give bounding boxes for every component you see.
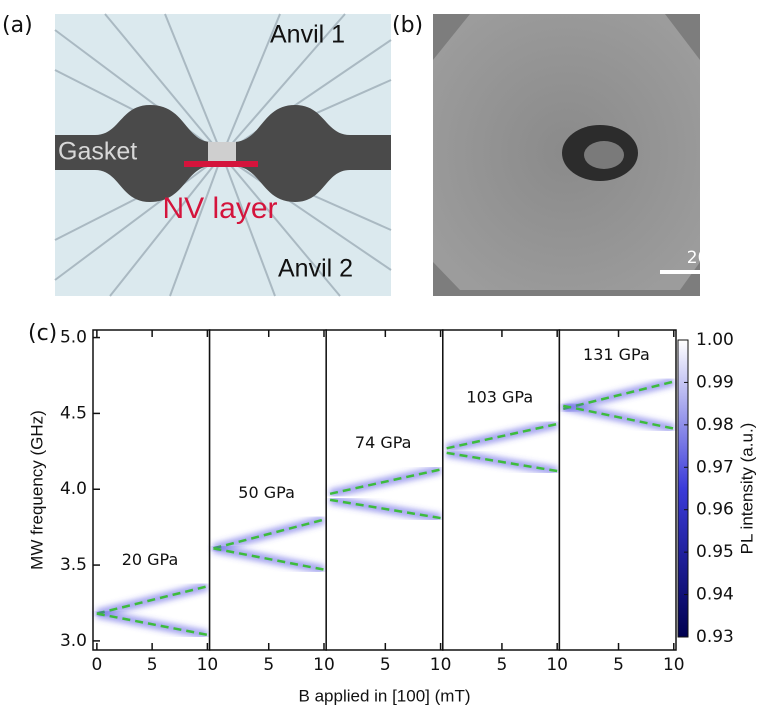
- label: NV layer: [162, 192, 277, 225]
- hole-bottom: [584, 141, 624, 169]
- plot-area: [559, 330, 676, 650]
- sample-chamber: [208, 142, 236, 162]
- diagram: [54, 13, 392, 297]
- x-tick-label: 5: [497, 655, 508, 675]
- fit-line: [96, 612, 208, 637]
- fit-line: [562, 380, 675, 411]
- label: Anvil 2: [278, 255, 353, 283]
- x-tick-label: 5: [613, 655, 624, 675]
- micrograph: [433, 14, 750, 296]
- colorbar-tick-label: 0.98: [696, 415, 734, 435]
- y-axis-label: MW frequency (GHz): [27, 410, 46, 570]
- colorbar-tick-label: 0.93: [696, 627, 734, 647]
- colorbar-tick-label: 0.96: [696, 500, 734, 520]
- fit-line: [329, 468, 441, 496]
- y-tick-label: 3.5: [60, 555, 87, 575]
- fit-line: [213, 547, 325, 571]
- x-tick-label: 10: [430, 655, 452, 675]
- colorbar-tick-label: 0.94: [696, 585, 734, 605]
- annotation: 74 GPa: [355, 433, 412, 452]
- x-tick-label: 0: [91, 655, 102, 675]
- y-tick-label: 3.0: [60, 631, 87, 651]
- fit-line: [446, 451, 558, 473]
- x-axis-label: B applied in [100] (mT): [299, 686, 471, 705]
- colorbar: [677, 339, 689, 638]
- annotation: 50 GPa: [238, 483, 295, 502]
- label: Gasket: [58, 138, 137, 166]
- colorbar-label: PL intensity (a.u.): [737, 423, 756, 555]
- colorbar-tick-label: 0.97: [696, 457, 734, 477]
- x-tick-label: 5: [263, 655, 274, 675]
- fit-line: [563, 404, 675, 430]
- x-tick-label: 5: [147, 655, 158, 675]
- annotation: 20 GPa: [122, 550, 179, 569]
- scale-label: 20 µm: [687, 248, 741, 268]
- nv-layer: [184, 161, 258, 167]
- fit-line: [96, 585, 208, 615]
- fit-line: [446, 422, 558, 450]
- colorbar-tick-label: 0.99: [696, 372, 734, 392]
- panel-label: (c): [28, 321, 57, 346]
- plot-area: [209, 330, 327, 650]
- label: Anvil 1: [270, 21, 345, 49]
- fit-line: [213, 518, 325, 550]
- x-tick-label: 10: [313, 655, 335, 675]
- plot-frame: [558, 329, 677, 651]
- y-tick-label: 4.5: [60, 403, 87, 423]
- panel-label: (a): [2, 13, 33, 38]
- annotation: 131 GPa: [583, 345, 650, 364]
- y-tick-label: 5.0: [60, 328, 87, 348]
- fit-line: [329, 498, 441, 520]
- y-tick-label: 4.0: [60, 479, 87, 499]
- annotation: 103 GPa: [466, 388, 533, 407]
- colorbar-tick-label: 1.00: [696, 330, 734, 350]
- panel-label: (b): [392, 13, 423, 38]
- colorbar-tick-label: 0.95: [696, 542, 734, 562]
- x-tick-label: 10: [663, 655, 685, 675]
- x-tick-label: 10: [546, 655, 568, 675]
- plot-area: [442, 330, 560, 650]
- x-tick-label: 10: [197, 655, 219, 675]
- x-tick-label: 5: [380, 655, 391, 675]
